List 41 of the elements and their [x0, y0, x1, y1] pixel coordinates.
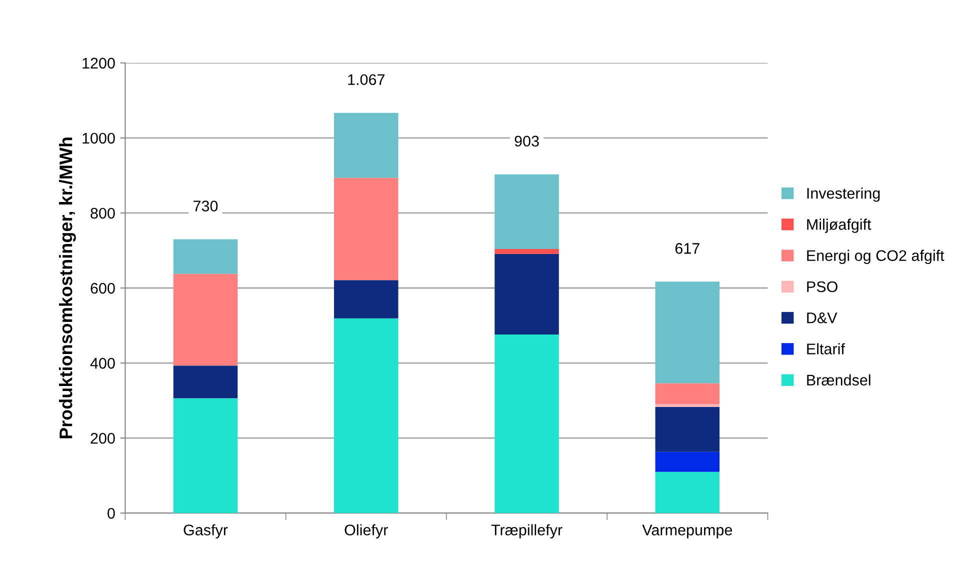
bar [494, 334, 559, 514]
bar [334, 112, 398, 178]
y-tick-label: 200 [90, 432, 115, 444]
total-label: 730 [194, 200, 218, 212]
bar [655, 452, 720, 472]
bar [173, 366, 238, 398]
bar [494, 174, 559, 249]
x-tick-label: Træpillefyr [491, 524, 562, 538]
y-tick-label: 800 [90, 208, 115, 219]
bar [655, 404, 720, 407]
total-label: 903 [514, 136, 539, 147]
x-tick-label: Gasfyr [184, 524, 228, 538]
bar [494, 248, 559, 254]
y-tick-label: 1200 [82, 58, 115, 69]
bar [655, 282, 720, 384]
bar [334, 280, 398, 318]
bar [173, 239, 238, 274]
total-label: 617 [675, 243, 700, 254]
y-tick-label: 600 [90, 282, 115, 294]
bar [494, 254, 559, 335]
bar [173, 274, 238, 366]
x-tick-label: Oliefyr [344, 524, 388, 538]
legend-label: Brændsel [807, 374, 870, 386]
x-tick-label: Varmepumpe [642, 524, 732, 538]
y-tick-label: 400 [90, 358, 115, 369]
y-tick-label: 1000 [82, 132, 115, 144]
legend-label: Eltarif [807, 343, 845, 354]
bar [334, 318, 398, 514]
bar [655, 472, 720, 514]
bar [334, 178, 398, 280]
bar [655, 406, 720, 452]
bar [173, 398, 238, 514]
total-label: 1.067 [348, 74, 384, 86]
legend-label: Energi og CO2 afgift [807, 250, 944, 264]
legend-label: Miljøafgift [807, 218, 872, 233]
bar [655, 383, 720, 404]
y-axis-title: Produktionsomkostninger, kr./MWh [59, 138, 76, 438]
legend-label: D&V [807, 312, 838, 324]
legend-label: PSO [807, 281, 838, 292]
legend-label: Investering [807, 188, 880, 202]
y-tick-label: 0 [108, 508, 115, 519]
